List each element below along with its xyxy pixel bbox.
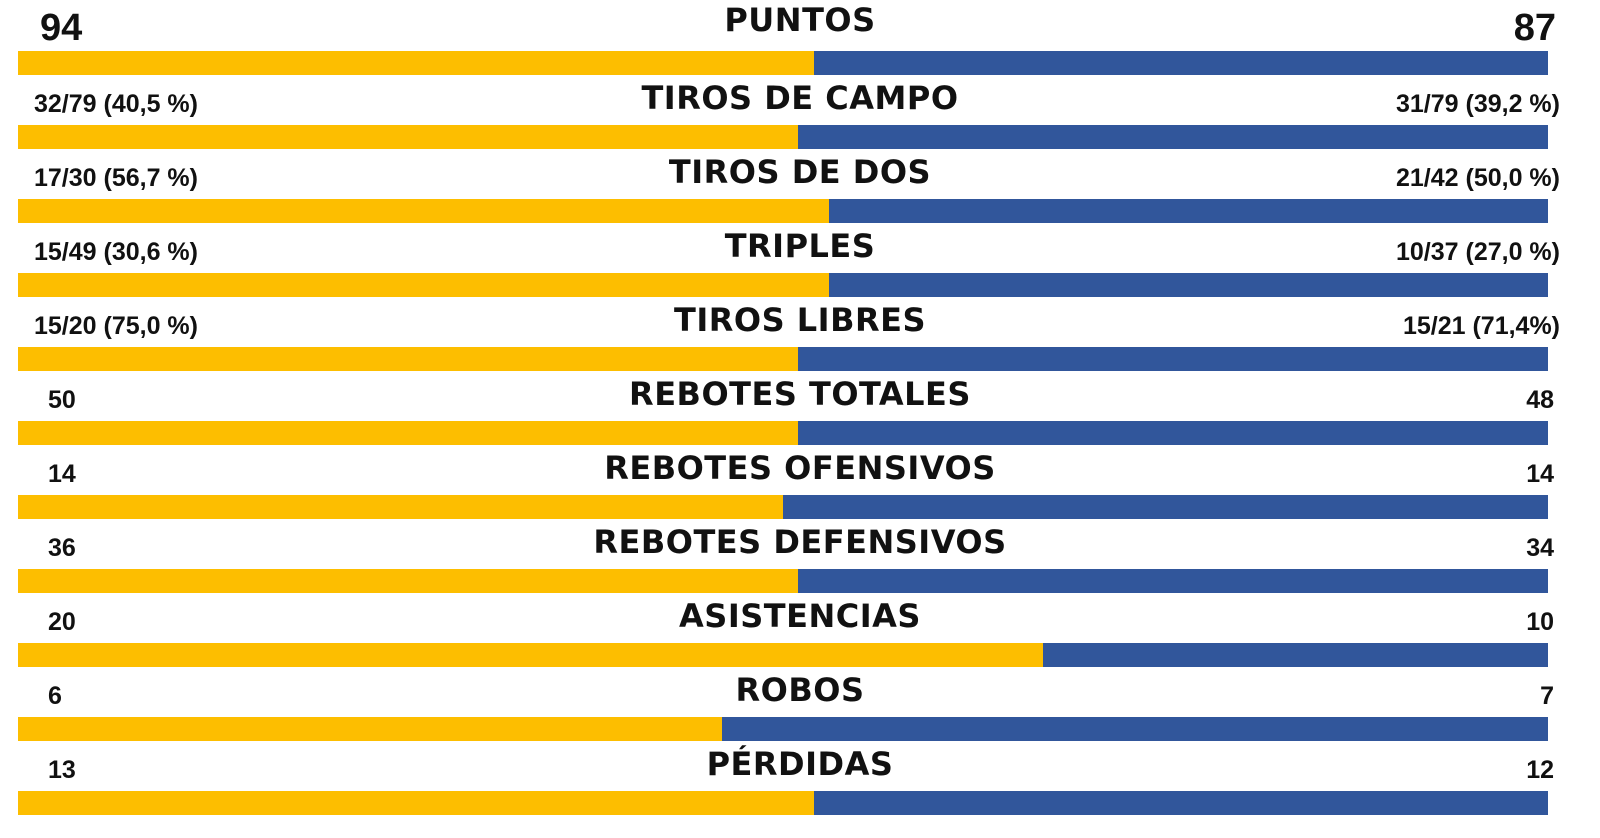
bar-right-team — [798, 421, 1548, 445]
stat-label: TIROS DE DOS — [668, 153, 932, 191]
stat-value-right: 15/21 (71,4%) — [1402, 312, 1560, 340]
stat-label: TRIPLES — [724, 227, 876, 265]
bar-left-team — [18, 51, 814, 75]
stat-value-left: 15/20 (75,0 %) — [34, 312, 198, 340]
stat-label: TIROS LIBRES — [674, 301, 926, 339]
stat-row: PÉRDIDAS 13 12 — [0, 740, 1600, 816]
stat-bar-track — [18, 569, 1548, 593]
bar-right-team — [798, 569, 1548, 593]
stat-row: REBOTES TOTALES 50 48 — [0, 370, 1600, 446]
stat-value-left: 15/49 (30,6 %) — [34, 238, 198, 266]
bar-right-team — [1043, 643, 1548, 667]
bar-left-team — [18, 495, 783, 519]
stat-label: PUNTOS — [724, 1, 876, 39]
stat-label: REBOTES TOTALES — [629, 375, 971, 413]
stat-row: TRIPLES 15/49 (30,6 %) 10/37 (27,0 %) — [0, 222, 1600, 298]
stat-bar-track — [18, 791, 1548, 815]
stat-label: ASISTENCIAS — [679, 597, 921, 635]
stat-label: REBOTES OFENSIVOS — [604, 449, 996, 487]
stat-value-right: 14 — [1526, 460, 1554, 488]
stat-value-left: 50 — [48, 386, 76, 414]
stat-value-right: 10/37 (27,0 %) — [1396, 238, 1560, 266]
stat-value-left: 13 — [48, 756, 76, 784]
bar-left-team — [18, 791, 814, 815]
bar-right-team — [783, 495, 1548, 519]
bar-right-team — [722, 717, 1548, 741]
stat-row: ROBOS 6 7 — [0, 666, 1600, 742]
stat-row: REBOTES OFENSIVOS 14 14 — [0, 444, 1600, 520]
stat-value-left: 17/30 (56,7 %) — [34, 164, 198, 192]
stat-row: TIROS DE CAMPO 32/79 (40,5 %) 31/79 (39,2 … — [0, 74, 1600, 150]
stat-label: TIROS DE CAMPO — [641, 79, 959, 117]
stat-value-right: 31/79 (39,2 %) — [1396, 90, 1560, 118]
stat-value-left: 20 — [48, 608, 76, 636]
stat-value-left: 94 — [40, 7, 83, 49]
bar-right-team — [798, 347, 1548, 371]
stat-bar-track — [18, 51, 1548, 75]
stat-value-right: 10 — [1526, 608, 1554, 636]
bar-left-team — [18, 421, 798, 445]
stat-value-right: 34 — [1526, 534, 1554, 562]
stat-value-right: 21/42 (50,0 %) — [1396, 164, 1560, 192]
bar-right-team — [814, 51, 1548, 75]
bar-right-team — [829, 199, 1548, 223]
stat-value-right: 87 — [1513, 7, 1556, 49]
bar-left-team — [18, 199, 829, 223]
bar-left-team — [18, 273, 829, 297]
stat-bar-track — [18, 273, 1548, 297]
bar-left-team — [18, 643, 1043, 667]
stat-row: REBOTES DEFENSIVOS 36 34 — [0, 518, 1600, 594]
stat-row: ASISTENCIAS 20 10 — [0, 592, 1600, 668]
stat-bar-track — [18, 643, 1548, 667]
stat-bar-track — [18, 347, 1548, 371]
stat-value-right: 48 — [1526, 386, 1554, 414]
bar-right-team — [814, 791, 1548, 815]
bar-right-team — [798, 125, 1548, 149]
bar-left-team — [18, 347, 798, 371]
bar-right-team — [829, 273, 1548, 297]
stat-value-right: 7 — [1540, 682, 1554, 710]
stat-bar-track — [18, 421, 1548, 445]
stat-row: TIROS LIBRES 15/20 (75,0 %) 15/21 (71,4%) — [0, 296, 1600, 372]
bar-left-team — [18, 569, 798, 593]
bar-left-team — [18, 717, 722, 741]
stat-value-left: 32/79 (40,5 %) — [34, 90, 198, 118]
stat-value-left: 6 — [48, 682, 62, 710]
stat-bar-track — [18, 495, 1548, 519]
stat-bar-track — [18, 717, 1548, 741]
stat-label: ROBOS — [735, 671, 865, 709]
stat-value-right: 12 — [1526, 756, 1554, 784]
stat-value-left: 14 — [48, 460, 76, 488]
stat-label: PÉRDIDAS — [706, 745, 894, 783]
stat-row: TIROS DE DOS 17/30 (56,7 %) 21/42 (50,0 %) — [0, 148, 1600, 224]
stat-bar-track — [18, 125, 1548, 149]
stat-label: REBOTES DEFENSIVOS — [593, 523, 1007, 561]
bar-left-team — [18, 125, 798, 149]
stat-row: PUNTOS 94 87 — [0, 0, 1600, 76]
stat-bar-track — [18, 199, 1548, 223]
stat-value-left: 36 — [48, 534, 76, 562]
